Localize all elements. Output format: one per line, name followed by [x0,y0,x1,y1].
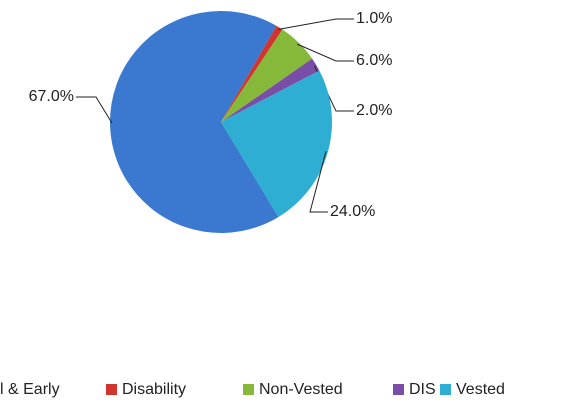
legend-label: Non-Vested [259,381,343,398]
data-label: 6.0% [356,52,392,69]
data-label: 2.0% [356,102,392,119]
legend-marker [106,384,117,395]
leader-line [309,151,328,213]
data-label: 24.0% [330,203,375,220]
pie-slice [221,29,313,122]
legend-marker [393,384,404,395]
pie-slice [221,25,283,123]
pie-slice [221,70,332,217]
leader-line [76,96,113,124]
data-label: 67.0% [29,88,74,105]
legend-label: Vested [456,381,505,398]
legend-marker [440,384,451,395]
leader-line [297,43,354,62]
legend-label: DIS [409,381,436,398]
legend-marker [243,384,254,395]
leader-line [278,18,354,30]
data-label: 1.0% [356,10,392,27]
pie-slice [110,11,279,233]
pie-slice [221,58,320,122]
legend-label: Disability [122,381,186,398]
legend-label: l & Early [0,381,60,398]
